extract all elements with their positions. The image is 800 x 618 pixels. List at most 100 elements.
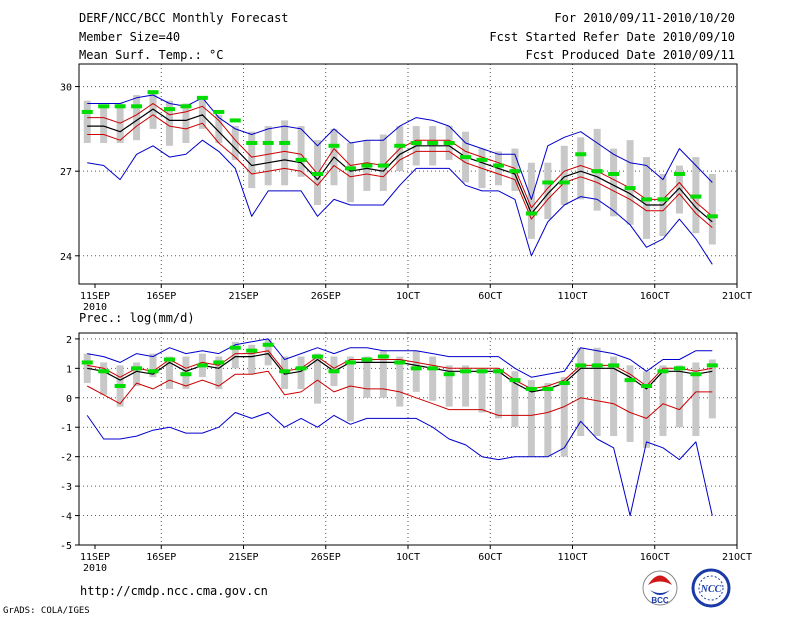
spread-box [248,344,256,375]
observed-marker [295,157,307,162]
spread-box [560,145,568,206]
spread-box [363,356,371,398]
spread-box [264,338,272,366]
series-line-member-min [86,412,713,517]
y-tick-label: 0 [66,394,72,405]
observed-marker [180,104,192,109]
spread-box [577,347,585,437]
observed-marker [180,372,192,377]
spread-box [149,353,157,378]
spread-box [429,356,437,401]
x-tick-label: 16OCT [640,291,670,302]
observed-marker [196,363,208,368]
observed-marker [229,345,241,350]
observed-marker [624,186,636,191]
observed-marker [196,95,208,100]
ncc-logo-ring [691,568,731,608]
observed-marker [328,143,340,148]
observed-marker [361,357,373,362]
x-tick-year: 2010 [83,302,107,313]
bcc-logo-swoosh-red [648,575,672,585]
spread-box [248,131,256,189]
x-tick-label: 16SEP [146,552,176,563]
series-line-mean-spread [86,370,713,419]
spread-box [445,365,453,407]
observed-marker [476,157,488,162]
observed-marker [492,163,504,168]
observed-marker [608,363,620,368]
spread-box [675,365,683,428]
spread-box [379,350,387,398]
x-tick-label: 26SEP [311,552,341,563]
bcc-logo-ring [642,570,678,606]
precip-panel-title: Prec.: log(mm/d) [79,311,195,325]
spread-box [412,350,420,392]
observed-marker [81,360,93,365]
spread-box [100,106,108,143]
observed-marker [114,104,126,109]
observed-marker [558,180,570,185]
x-tick-label: 16SEP [146,291,176,302]
y-tick-label: -5 [60,541,72,552]
spread-box [231,341,239,369]
observed-marker [624,378,636,383]
observed-marker [509,378,521,383]
spread-box [494,368,502,419]
observed-marker [246,348,258,353]
spread-box [462,365,470,407]
spread-box [610,356,618,437]
observed-marker [229,118,241,123]
observed-marker [394,360,406,365]
observed-marker [295,366,307,371]
observed-marker [262,342,274,347]
observed-marker [657,369,669,374]
series-line-mean-spread [87,114,713,228]
x-tick-label: 11SEP [80,291,110,302]
observed-marker [641,197,653,202]
observed-marker [460,369,472,374]
observed-marker [542,180,554,185]
observed-marker [492,369,504,374]
observed-marker [279,140,291,145]
observed-marker [114,384,126,388]
observed-marker [213,109,225,114]
observed-marker [213,360,225,365]
x-tick-year: 2010 [83,563,107,574]
observed-marker [641,384,653,388]
y-tick-label: -2 [60,453,72,464]
bcc-logo-swoosh-blue [650,590,670,595]
x-tick-label: 1OCT [396,552,420,563]
spread-box [133,362,141,386]
x-tick-label: 11SEP [80,552,110,563]
observed-marker [131,104,143,109]
series-line-member-max [87,338,713,378]
observed-marker [312,354,324,359]
source-url[interactable]: http://cmdp.ncc.cma.gov.cn [80,584,268,598]
x-tick-label: 21SEP [228,291,258,302]
spread-box [478,368,486,413]
bcc-logo: BCC [642,570,678,606]
spread-box [314,353,322,404]
spread-box [675,165,683,214]
observed-marker [443,140,455,145]
x-tick-label: 21SEP [228,552,258,563]
spread-box [396,356,404,407]
spread-box [544,383,552,457]
observed-marker [344,166,356,171]
x-tick-label: 16OCT [640,552,670,563]
y-tick-label: 30 [60,83,72,94]
spread-box [165,100,173,146]
observed-marker [279,369,291,374]
observed-marker [246,140,258,145]
series-line-ensemble-mean [87,108,713,223]
observed-marker [328,369,340,374]
observed-marker [575,363,587,368]
observed-marker [657,197,669,202]
y-tick-label: -4 [60,512,72,523]
observed-marker [706,214,718,219]
y-tick-label: -3 [60,482,72,493]
observed-marker [591,169,603,174]
